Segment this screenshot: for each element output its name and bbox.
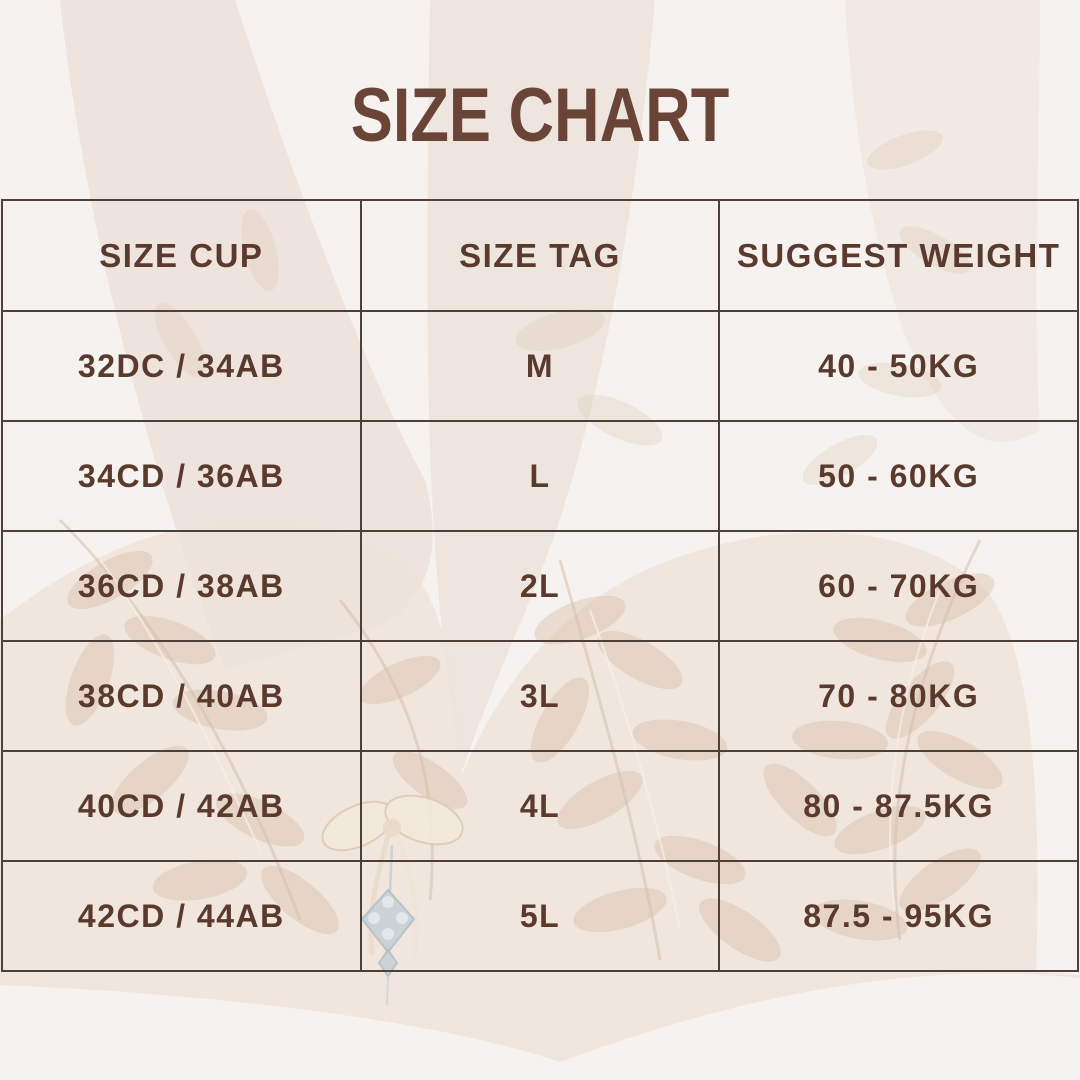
- size-chart-table-container: SIZE CUP SIZE TAG SUGGEST WEIGHT 32DC / …: [1, 199, 1079, 972]
- cell-size-tag: 2L: [359, 530, 721, 642]
- table-row: 38CD / 40AB 3L 70 - 80KG: [1, 640, 1079, 752]
- cell-size-tag: 3L: [359, 640, 721, 752]
- column-header-size-tag: SIZE TAG: [359, 199, 721, 312]
- size-chart-table: SIZE CUP SIZE TAG SUGGEST WEIGHT 32DC / …: [1, 199, 1079, 972]
- size-table-body: 32DC / 34AB M 40 - 50KG 34CD / 36AB L 50…: [1, 310, 1079, 972]
- cell-size-tag: M: [359, 310, 721, 422]
- cell-size-cup: 34CD / 36AB: [1, 420, 362, 532]
- column-header-size-cup: SIZE CUP: [1, 199, 362, 312]
- header-row: SIZE CUP SIZE TAG SUGGEST WEIGHT: [1, 199, 1079, 312]
- cell-suggest-weight: 50 - 60KG: [718, 420, 1079, 532]
- column-header-suggest-weight: SUGGEST WEIGHT: [718, 199, 1079, 312]
- size-table-header: SIZE CUP SIZE TAG SUGGEST WEIGHT: [1, 199, 1079, 312]
- cell-suggest-weight: 80 - 87.5KG: [718, 750, 1079, 862]
- cell-size-tag: 4L: [359, 750, 721, 862]
- table-row: 34CD / 36AB L 50 - 60KG: [1, 420, 1079, 532]
- cell-size-tag: L: [359, 420, 721, 532]
- table-row: 32DC / 34AB M 40 - 50KG: [1, 310, 1079, 422]
- cell-suggest-weight: 87.5 - 95KG: [718, 860, 1079, 972]
- cell-size-cup: 32DC / 34AB: [1, 310, 362, 422]
- cell-suggest-weight: 70 - 80KG: [718, 640, 1079, 752]
- table-row: 40CD / 42AB 4L 80 - 87.5KG: [1, 750, 1079, 862]
- page-title: SIZE CHART: [350, 73, 730, 158]
- cell-size-cup: 36CD / 38AB: [1, 530, 362, 642]
- cell-size-cup: 38CD / 40AB: [1, 640, 362, 752]
- cell-size-tag: 5L: [359, 860, 721, 972]
- cell-suggest-weight: 40 - 50KG: [718, 310, 1079, 422]
- cell-size-cup: 40CD / 42AB: [1, 750, 362, 862]
- table-row: 42CD / 44AB 5L 87.5 - 95KG: [1, 860, 1079, 972]
- cell-suggest-weight: 60 - 70KG: [718, 530, 1079, 642]
- table-row: 36CD / 38AB 2L 60 - 70KG: [1, 530, 1079, 642]
- cell-size-cup: 42CD / 44AB: [1, 860, 362, 972]
